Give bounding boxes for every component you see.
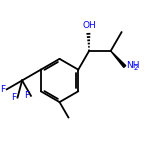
Text: F: F [11,93,16,102]
Text: F: F [24,91,29,100]
Text: NH: NH [127,61,140,70]
Text: 2: 2 [133,65,138,71]
Text: OH: OH [82,21,96,30]
Polygon shape [111,51,126,67]
Text: F: F [0,85,5,94]
